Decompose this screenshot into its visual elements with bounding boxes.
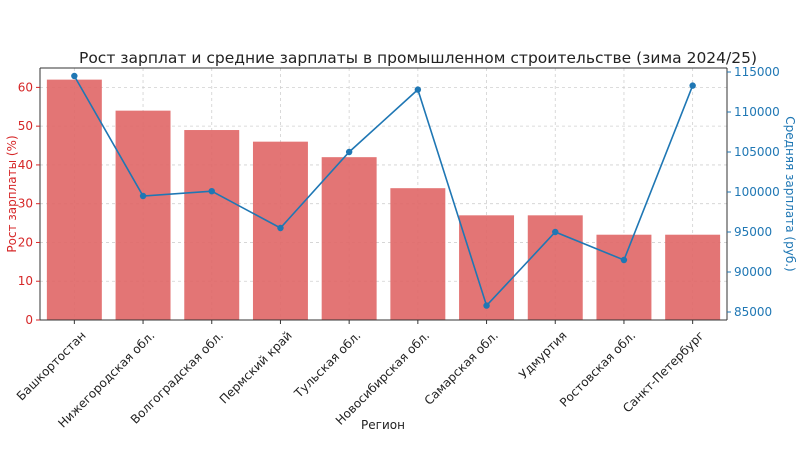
y-tick-label: 20 xyxy=(18,235,33,249)
x-tick-label: Тульская обл. xyxy=(291,328,364,401)
bar xyxy=(665,234,721,320)
salary-point xyxy=(345,148,353,156)
y2-tick-label: 110000 xyxy=(734,105,780,119)
bar xyxy=(46,79,102,320)
y-tick-label: 40 xyxy=(18,158,33,172)
bar xyxy=(184,130,240,320)
salary-line xyxy=(71,72,696,309)
y-ticks: 0 10 20 30 40 50 60 xyxy=(18,80,40,327)
x-tick-label: Удмуртия xyxy=(516,328,569,381)
y-tick-label: 50 xyxy=(18,119,33,133)
chart-title: Рост зарплат и средние зарплаты в промыш… xyxy=(79,49,757,67)
bar xyxy=(390,188,446,320)
bars xyxy=(46,79,721,321)
salary-point xyxy=(620,256,628,264)
bar xyxy=(321,157,377,320)
y2-tick-label: 85000 xyxy=(734,305,772,319)
salary-point xyxy=(277,224,284,232)
y2-tick-label: 105000 xyxy=(734,145,780,159)
y-tick-label: 0 xyxy=(25,313,33,327)
salary-point xyxy=(483,302,490,309)
y2-axis-label: Средняя зарплата (руб.) xyxy=(783,116,797,271)
y-tick-label: 60 xyxy=(18,80,33,94)
bar xyxy=(596,234,652,320)
x-tick-label: Башкортостан xyxy=(14,328,89,403)
salary-point xyxy=(139,192,147,200)
x-tick-label: Пермский край xyxy=(217,328,295,406)
salary-point xyxy=(552,228,559,236)
x-axis-label: Регион xyxy=(361,418,405,432)
y2-tick-label: 95000 xyxy=(734,225,772,239)
salary-point xyxy=(71,72,78,80)
y2-ticks: 85000 90000 95000 100000 105000 110000 115000 xyxy=(727,65,780,319)
y-tick-label: 10 xyxy=(18,274,33,288)
y2-tick-label: 100000 xyxy=(734,185,780,199)
x-tick-label: Ростовская обл. xyxy=(557,328,638,409)
salary-point xyxy=(414,86,422,93)
y-tick-label: 30 xyxy=(18,197,33,211)
salary-point xyxy=(689,82,696,89)
y-axis-label: Рост зарплаты (%) xyxy=(5,135,19,252)
x-tick-label: Самарская обл. xyxy=(422,328,501,407)
y2-tick-label: 115000 xyxy=(734,65,780,79)
salary-polyline xyxy=(73,75,694,308)
bar xyxy=(115,110,171,321)
axes xyxy=(39,67,728,321)
y2-tick-label: 90000 xyxy=(734,265,772,279)
salary-point xyxy=(208,188,215,195)
